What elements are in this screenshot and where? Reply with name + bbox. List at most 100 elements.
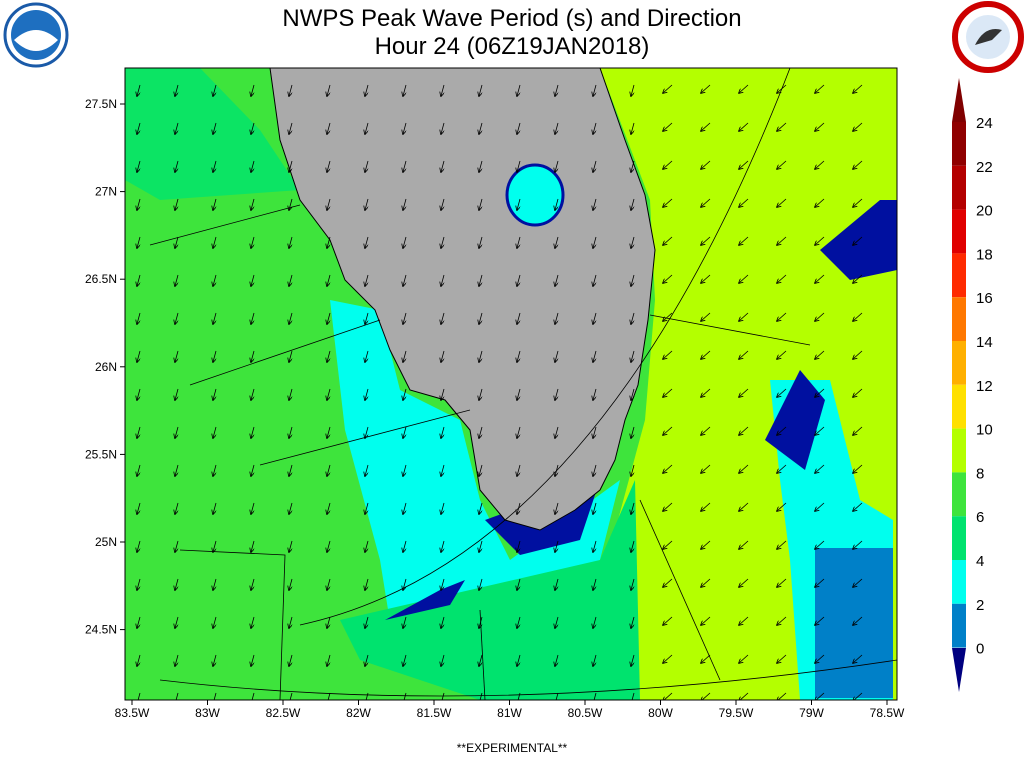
- arrow: [137, 198, 141, 210]
- arrow: [555, 616, 559, 628]
- arrow: [403, 236, 407, 248]
- arrow: [175, 274, 179, 286]
- arrow: [175, 502, 179, 514]
- arrow: [853, 502, 863, 511]
- arrow: [403, 122, 407, 134]
- colorbar-band: [952, 165, 966, 210]
- arrow: [739, 502, 749, 511]
- arrow: [365, 616, 369, 628]
- arrow: [853, 578, 863, 587]
- arrow: [777, 616, 787, 625]
- arrow: [365, 312, 369, 324]
- arrow: [175, 464, 179, 476]
- arrow: [663, 350, 673, 359]
- arrow: [175, 84, 179, 96]
- map-field: [125, 68, 897, 700]
- arrow: [701, 502, 711, 511]
- colorbar-top: [952, 78, 966, 122]
- arrow: [365, 502, 369, 514]
- arrow: [815, 312, 825, 321]
- arrow: [213, 274, 217, 286]
- arrow: [441, 236, 445, 248]
- arrow: [739, 654, 749, 663]
- arrow: [365, 464, 369, 476]
- arrow: [631, 692, 635, 700]
- arrow: [403, 616, 407, 628]
- arrow: [701, 616, 711, 625]
- arrow: [175, 426, 179, 438]
- arrow: [365, 654, 369, 666]
- arrow: [517, 274, 521, 286]
- arrow: [251, 350, 255, 362]
- arrow: [517, 160, 521, 172]
- arrow: [853, 236, 863, 245]
- arrow: [815, 616, 825, 625]
- arrow: [213, 502, 217, 514]
- arrow: [213, 616, 217, 628]
- arrow: [739, 426, 749, 435]
- arrow: [739, 350, 749, 359]
- arrow: [327, 274, 331, 286]
- arrow: [853, 464, 863, 473]
- arrow: [365, 426, 369, 438]
- arrow: [251, 388, 255, 400]
- arrow: [289, 350, 293, 362]
- arrow: [777, 426, 787, 435]
- arrow: [327, 502, 331, 514]
- arrow: [137, 350, 141, 362]
- arrow: [593, 388, 597, 400]
- arrow: [175, 616, 179, 628]
- arrow: [403, 160, 407, 172]
- colorbar-band: [952, 297, 966, 341]
- arrow: [479, 540, 483, 552]
- arrow: [251, 84, 255, 96]
- arrow: [517, 540, 521, 552]
- arrow: [853, 312, 863, 321]
- arrow: [853, 616, 863, 625]
- arrow: [631, 312, 635, 324]
- arrow: [137, 236, 141, 248]
- arrow: [137, 692, 141, 700]
- arrow: [777, 540, 787, 549]
- arrow: [739, 236, 749, 245]
- arrow: [479, 464, 483, 476]
- arrow: [631, 122, 635, 134]
- arrow: [137, 274, 141, 286]
- arrow: [631, 654, 635, 666]
- subtitle: Hour 24 (06Z19JAN2018): [375, 33, 650, 60]
- arrow: [663, 274, 673, 283]
- arrow: [365, 160, 369, 172]
- arrow: [441, 654, 445, 666]
- arrow: [555, 578, 559, 590]
- arrow: [251, 274, 255, 286]
- arrow: [815, 84, 825, 93]
- longitude-label: 79W: [799, 706, 824, 720]
- colorbar-label: 22: [976, 159, 993, 176]
- arrow: [365, 122, 369, 134]
- colorbar-label: 0: [976, 641, 984, 658]
- arrow: [441, 160, 445, 172]
- arrow: [853, 122, 863, 131]
- arrow: [327, 426, 331, 438]
- arrow: [853, 84, 863, 93]
- arrow: [663, 312, 673, 321]
- arrow: [289, 426, 293, 438]
- arrow: [289, 122, 293, 134]
- arrow: [593, 578, 597, 590]
- arrow: [853, 654, 863, 663]
- axis-labels: 27.5N 27N 26.5N 26N 25.5N 25N 24.5N 83.5W 83W 82.…: [85, 97, 905, 720]
- arrow: [175, 654, 179, 666]
- arrow: [593, 350, 597, 362]
- arrow: [815, 540, 825, 549]
- arrow: [739, 578, 749, 587]
- arrow: [137, 464, 141, 476]
- arrow: [701, 122, 711, 131]
- arrow: [701, 426, 711, 435]
- arrow: [251, 654, 255, 666]
- arrow: [517, 84, 521, 96]
- arrow: [663, 84, 673, 93]
- arrow: [555, 502, 559, 514]
- arrow: [555, 692, 559, 700]
- arrow: [593, 160, 597, 172]
